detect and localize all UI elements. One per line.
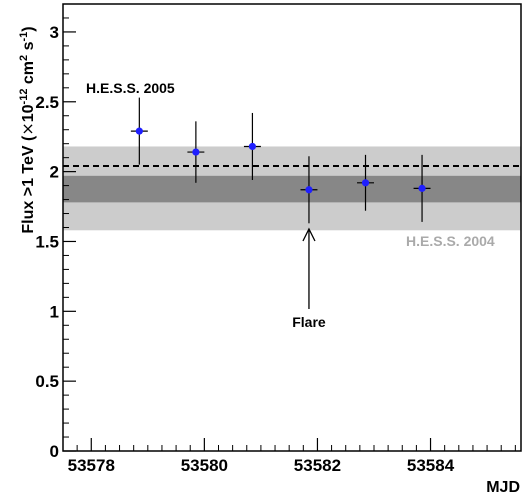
y-title-part-0: Flux >1 TeV (	[20, 135, 37, 234]
point-marker	[361, 179, 370, 187]
point-marker	[192, 148, 200, 156]
point-marker	[135, 127, 143, 135]
y-tick-label: 0	[50, 442, 59, 461]
y-title-part-8: )	[20, 26, 37, 31]
y-title-part-5: 2	[18, 55, 30, 61]
data-point-4	[357, 154, 374, 211]
data-point-1	[187, 121, 205, 183]
point-marker	[418, 184, 426, 192]
tick-layer: 0 0.5 1 1.5 2 2.5 3 53578 53580 53582 53584	[35, 17, 516, 475]
y-title-part-7: -1	[18, 32, 30, 42]
point-marker	[305, 186, 313, 194]
y-tick-label: 3	[50, 23, 59, 42]
data-point-3	[300, 156, 318, 224]
y-axis-title: Flux >1 TeV (×10-12 cm2 s-1)	[18, 26, 37, 233]
flare-label: Flare	[292, 314, 326, 330]
x-axis-title: MJD	[486, 479, 520, 496]
hess-2005-label: H.E.S.S. 2005	[86, 80, 175, 96]
y-title-part-3: -12	[18, 89, 30, 105]
data-point-0	[130, 97, 148, 165]
y-tick-label: 2.5	[35, 93, 59, 112]
y-title-part-6: s	[20, 41, 37, 54]
flare-arrow	[302, 227, 316, 309]
x-tick-label: 53580	[181, 456, 228, 475]
y-tick-label: 1	[50, 302, 59, 321]
x-tick-label: 53582	[294, 456, 341, 475]
x-tick-label: 53578	[68, 456, 115, 475]
hess-2004-label: H.E.S.S. 2004	[406, 233, 495, 249]
points-layer	[130, 97, 431, 224]
band-layer	[63, 146, 521, 231]
point-marker	[248, 142, 257, 151]
hess-2004-inner-band	[63, 175, 521, 203]
y-title-part-2: 10	[20, 104, 37, 122]
y-tick-label: 0.5	[35, 372, 59, 391]
y-tick-label: 2	[50, 163, 59, 182]
flare-arrow-head	[302, 227, 316, 242]
data-point-2	[243, 112, 261, 181]
y-tick-label: 1.5	[35, 232, 59, 251]
y-title-part-4: cm	[20, 61, 37, 89]
data-point-5	[413, 154, 431, 222]
y-title-part-1: ×	[18, 122, 37, 135]
x-tick-label: 53584	[407, 456, 455, 475]
